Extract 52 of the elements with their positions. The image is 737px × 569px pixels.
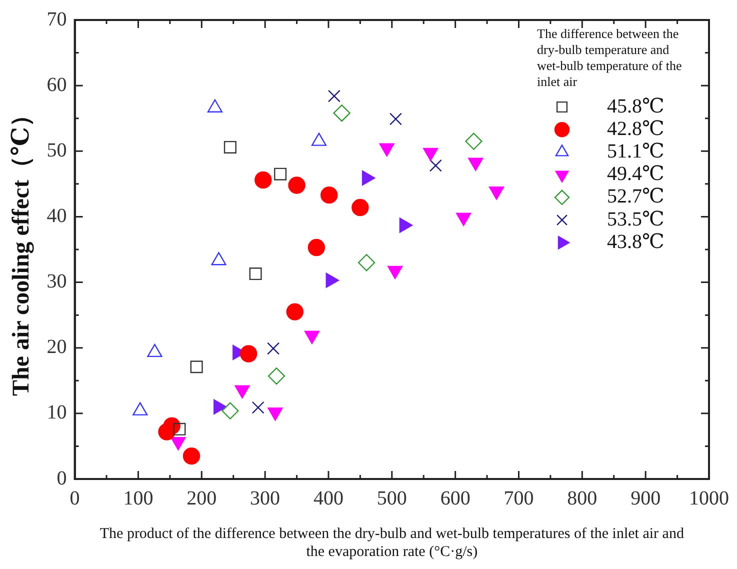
y-tick-label: 10: [46, 402, 67, 424]
y-tick-label: 30: [46, 270, 67, 293]
x-tick-label: 900: [630, 487, 661, 510]
legend-label: 52.7℃: [607, 186, 664, 208]
x-tick-label: 600: [440, 487, 470, 510]
point: [352, 198, 369, 216]
point: [389, 112, 402, 126]
point: [224, 140, 236, 154]
point: [249, 268, 262, 280]
x-tick-label: 100: [123, 487, 154, 510]
point: [158, 423, 176, 440]
point: [286, 303, 304, 320]
point: [254, 171, 272, 189]
point: [252, 401, 264, 414]
x-tick-label: 300: [250, 487, 280, 510]
y-tick-label: 20: [46, 336, 67, 358]
legend-title: The difference between the dry-bulb temperature and wet-bulb temperature of the inlet air: [537, 26, 682, 89]
y-tick-label: 40: [46, 204, 67, 227]
point: [429, 159, 442, 172]
point: [328, 90, 340, 102]
point: [173, 422, 186, 436]
point: [465, 132, 482, 150]
x-tick-label: 500: [376, 487, 407, 510]
legend-label: 42.8℃: [607, 118, 664, 140]
y-tick-label: 0: [56, 467, 67, 490]
y-tick-label: 50: [46, 139, 67, 162]
x-tick-label: 800: [567, 487, 598, 510]
legend-label: 45.8℃: [607, 95, 664, 118]
x-tick-label: 200: [186, 487, 217, 510]
point: [320, 186, 338, 204]
point: [190, 360, 203, 374]
point: [268, 367, 286, 385]
point: [308, 238, 326, 256]
x-tick-label: 400: [313, 487, 344, 510]
point: [358, 254, 376, 272]
x-tick-label: 1000: [689, 487, 729, 510]
y-tick-label: 70: [46, 8, 67, 30]
point: [288, 176, 306, 194]
y-axis-title: The air cooling effect（℃）: [8, 103, 35, 396]
point: [267, 342, 280, 355]
x-tick-label: 700: [504, 487, 534, 510]
y-tick-label: 60: [46, 74, 67, 96]
legend-label: 49.4℃: [607, 163, 664, 186]
point: [240, 345, 258, 362]
legend-label: 53.5℃: [607, 208, 664, 230]
point: [274, 168, 287, 180]
legend-label: 43.8℃: [607, 230, 664, 253]
point: [222, 402, 239, 420]
point: [182, 447, 200, 465]
legend-label: 51.1℃: [607, 140, 664, 162]
x-axis-title: The product of the difference between the dry-bulb and wet-bulb temperatures of the inlet air and the evaporation rate (°C·g/s): [100, 526, 684, 560]
point: [333, 104, 350, 122]
